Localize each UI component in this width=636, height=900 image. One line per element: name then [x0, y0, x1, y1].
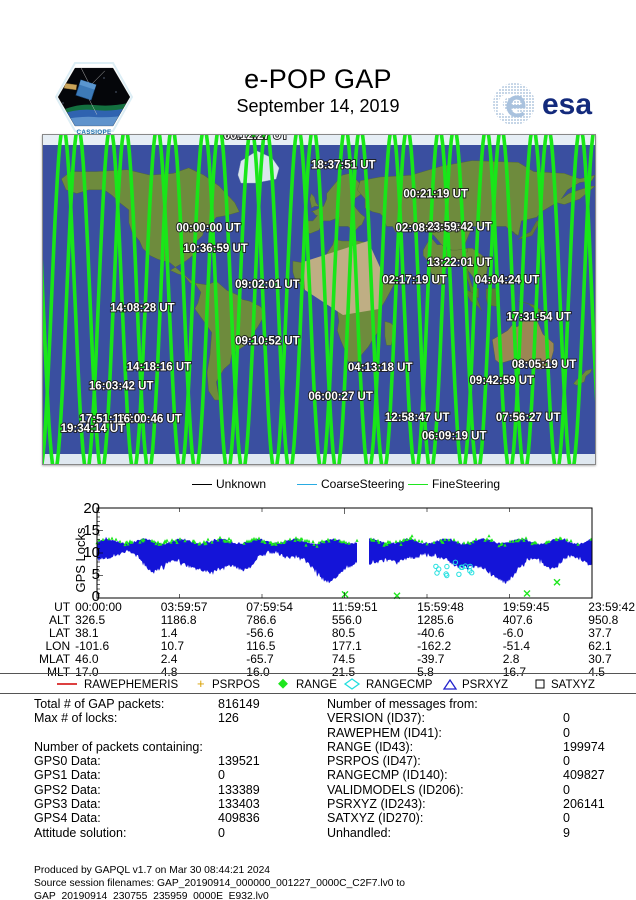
svg-text:RANGE: RANGE — [296, 679, 337, 691]
svg-text:RAWEPHEMERIS: RAWEPHEMERIS — [84, 679, 178, 691]
svg-text:17:31:54 UT: 17:31:54 UT — [506, 312, 571, 324]
svg-text:04:04:24 UT: 04:04:24 UT — [475, 275, 540, 287]
svg-text:06:09:19 UT: 06:09:19 UT — [422, 431, 487, 443]
svg-text:19:34:14 UT: 19:34:14 UT — [61, 423, 126, 435]
svg-text:esa: esa — [542, 88, 592, 121]
svg-text:08:05:19 UT: 08:05:19 UT — [512, 359, 577, 371]
svg-text:PSRXYZ: PSRXYZ — [462, 679, 508, 691]
svg-text:RANGECMP: RANGECMP — [366, 679, 433, 691]
svg-text:12:58:47 UT: 12:58:47 UT — [385, 412, 450, 424]
svg-text:SATXYZ: SATXYZ — [551, 679, 595, 691]
svg-text:16:00:46 UT: 16:00:46 UT — [117, 414, 182, 426]
svg-text:09:02:01 UT: 09:02:01 UT — [235, 279, 300, 291]
svg-text:09:10:52 UT: 09:10:52 UT — [235, 336, 300, 348]
svg-text:00:00:00 UT: 00:00:00 UT — [176, 223, 241, 235]
svg-text:23:59:42 UT: 23:59:42 UT — [427, 222, 492, 234]
svg-text:04:13:18 UT: 04:13:18 UT — [348, 362, 413, 374]
svg-text:09:42:59 UT: 09:42:59 UT — [470, 375, 535, 387]
svg-text:14:18:16 UT: 14:18:16 UT — [127, 362, 192, 374]
svg-text:PSRPOS: PSRPOS — [212, 679, 260, 691]
svg-text:18:37:51 UT: 18:37:51 UT — [311, 159, 376, 171]
svg-text:02:17:19 UT: 02:17:19 UT — [382, 275, 447, 287]
svg-text:10:36:59 UT: 10:36:59 UT — [183, 243, 248, 255]
svg-text:16:03:42 UT: 16:03:42 UT — [89, 381, 154, 393]
svg-text:00:12:27 UT: 00:12:27 UT — [224, 135, 289, 142]
svg-text:13:22:01 UT: 13:22:01 UT — [427, 257, 492, 269]
svg-text:06:00:27 UT: 06:00:27 UT — [308, 391, 373, 403]
svg-text:14:08:28 UT: 14:08:28 UT — [110, 303, 175, 315]
svg-text:+: + — [197, 676, 205, 691]
svg-text:00:21:19 UT: 00:21:19 UT — [403, 188, 468, 200]
svg-text:07:56:27 UT: 07:56:27 UT — [496, 412, 561, 424]
